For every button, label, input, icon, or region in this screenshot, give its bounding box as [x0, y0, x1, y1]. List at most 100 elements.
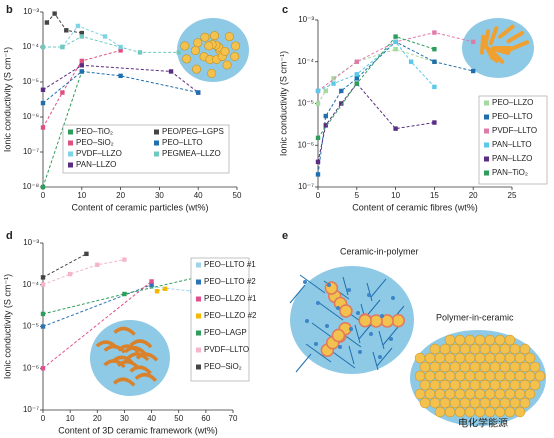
ceramic-particle: [484, 370, 496, 382]
data-point: [339, 88, 344, 94]
y-tick-label: 10⁻⁵: [23, 77, 39, 86]
ceramic-particle: [474, 370, 486, 382]
series-line: [317, 41, 474, 175]
ceramic-particle: [504, 388, 516, 400]
ceramic-particle: [479, 397, 491, 409]
ceramic-particle: [434, 388, 446, 400]
ceramic-particle: [534, 370, 546, 382]
data-point: [137, 50, 143, 55]
legend-swatch: [196, 313, 201, 319]
series-line: [46, 12, 82, 34]
polymer-chain: [289, 284, 306, 304]
data-point: [354, 59, 359, 64]
ceramic-particle: [504, 352, 516, 364]
particle: [207, 68, 217, 78]
ceramic-particle: [469, 379, 481, 391]
ceramic-particle: [519, 379, 531, 391]
ceramic-particle: [429, 397, 441, 409]
ceramic-particle: [439, 397, 451, 409]
data-point: [40, 125, 46, 130]
data-point: [408, 59, 414, 64]
y-tick-label: 10⁻⁵: [23, 322, 39, 331]
fibre: [483, 42, 495, 61]
x-tick-label: 10: [77, 191, 86, 200]
series-line: [42, 281, 152, 369]
y-tick-label: 10⁻⁸: [23, 182, 40, 191]
ceramic-particle: [419, 361, 431, 373]
data-point: [79, 30, 84, 36]
legend-swatch: [154, 129, 159, 135]
data-point: [315, 101, 321, 106]
data-point: [393, 34, 398, 39]
ceramic-particle: [494, 406, 506, 418]
panel-label: d: [6, 230, 13, 242]
ion: [349, 327, 353, 331]
framework: [112, 377, 136, 387]
framework: [126, 352, 150, 362]
ceramic-particle: [464, 388, 476, 400]
data-point: [118, 48, 123, 53]
x-tick-label: 40: [194, 191, 203, 200]
data-point: [40, 275, 46, 280]
ceramic-particle: [358, 313, 372, 328]
ceramic-particle: [439, 379, 451, 391]
polymer-chain: [376, 347, 393, 367]
polymer-chain: [366, 282, 373, 302]
fibre: [490, 46, 510, 55]
ceramic-particle: [529, 361, 541, 373]
data-point: [40, 184, 46, 190]
diagram-title: Ceramic-in-polymer: [340, 246, 419, 256]
ceramic-particle: [514, 406, 526, 418]
ceramic-particle: [454, 406, 466, 418]
ion: [356, 311, 360, 315]
ion: [378, 355, 382, 359]
ceramic-particle: [449, 343, 461, 355]
data-point: [95, 262, 100, 268]
data-point: [432, 120, 437, 125]
ceramic-particle: [474, 406, 486, 418]
polymer-chain: [329, 349, 356, 369]
data-point: [64, 28, 69, 33]
x-axis-label: Content of ceramic particles (wt%): [71, 202, 208, 212]
fibre: [479, 34, 486, 55]
ceramic-particle: [489, 343, 501, 355]
ceramic-particle: [414, 388, 426, 400]
polymer-chain: [305, 343, 332, 363]
framework: [113, 326, 136, 336]
legend-swatch: [196, 347, 201, 353]
y-tick-label: 10⁻³: [23, 238, 39, 247]
ceramic-particle: [424, 388, 436, 400]
x-tick-label: 60: [201, 414, 210, 423]
ceramic-particle: [509, 361, 521, 373]
data-point: [432, 30, 437, 35]
ceramic-particle: [474, 352, 486, 364]
ceramic-particle: [469, 397, 481, 409]
panel-label: b: [6, 4, 13, 16]
ceramic-particle: [449, 397, 461, 409]
ceramic-particle: [434, 352, 446, 364]
polymer-chain: [295, 353, 312, 373]
ion: [314, 342, 318, 346]
data-point: [176, 50, 181, 55]
data-point: [60, 44, 65, 50]
y-tick-label: 10⁻⁵: [298, 99, 314, 108]
ceramic-particle: [419, 379, 431, 391]
legend-label: PAN–TiO₂: [492, 168, 528, 177]
x-tick-label: 10: [66, 414, 75, 423]
data-point: [79, 63, 84, 68]
legend-swatch: [484, 156, 489, 162]
fibre: [506, 31, 525, 44]
data-point: [168, 69, 174, 74]
x-tick-label: 0: [41, 191, 46, 200]
series-line: [42, 284, 152, 327]
legend-label: PAN–LLTO: [492, 140, 532, 149]
x-tick-label: 30: [120, 414, 129, 423]
ceramic-particle: [489, 397, 501, 409]
y-tick-label: 10⁻⁶: [23, 112, 39, 121]
ceramic-particle: [429, 379, 441, 391]
ion: [316, 301, 320, 305]
legend-label: PEGMEA–LLZO: [162, 149, 221, 158]
diagram-title: Polymer-in-ceramic: [436, 312, 514, 322]
ion: [305, 319, 309, 323]
x-tick-label: 20: [116, 191, 125, 200]
